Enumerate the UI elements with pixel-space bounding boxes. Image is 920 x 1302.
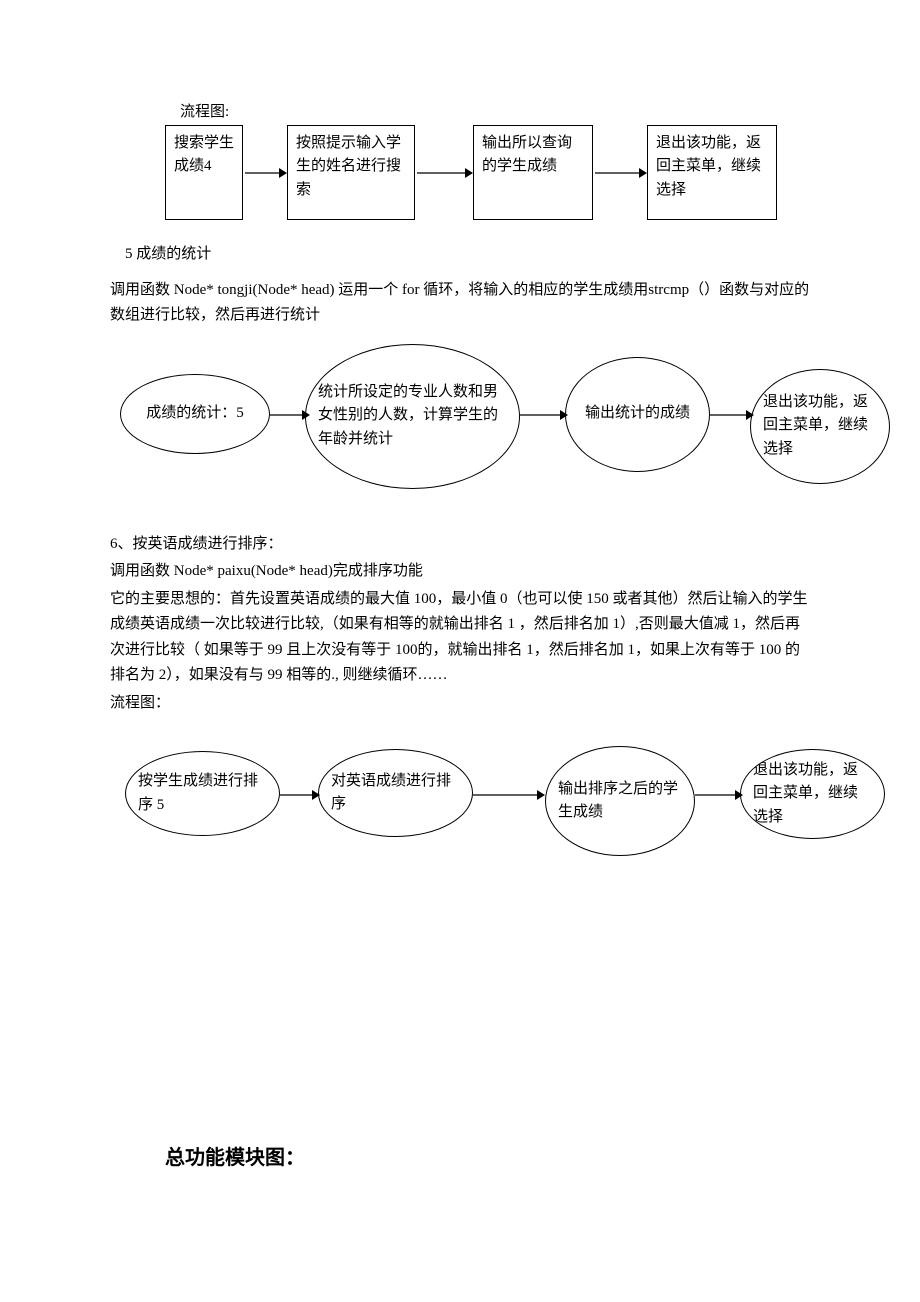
ellipse-6-2-text: 对英语成绩进行排序 bbox=[319, 770, 472, 817]
section6-line1: 调用函数 Node* paixu(Node* head)完成排序功能 bbox=[110, 559, 810, 585]
arrow bbox=[415, 163, 473, 183]
ellipse-5-2-text: 统计所设定的专业人数和男女性别的人数，计算学生的年龄并统计 bbox=[306, 381, 519, 451]
arrow bbox=[710, 405, 754, 430]
flow-box-3: 输出所以查询的学生成绩 bbox=[473, 125, 593, 220]
section6-line3: 流程图： bbox=[110, 691, 810, 717]
flow-box-2-text: 按照提示输入学生的姓名进行搜索 bbox=[296, 132, 406, 202]
ellipse-6-3: 输出排序之后的学生成绩 bbox=[545, 746, 695, 856]
ellipse-5-1: 成绩的统计：5 bbox=[120, 374, 270, 454]
ellipse-5-2: 统计所设定的专业人数和男女性别的人数，计算学生的年龄并统计 bbox=[305, 344, 520, 489]
ellipse-6-2: 对英语成绩进行排序 bbox=[318, 749, 473, 837]
flow-box-1-text: 搜索学生成绩4 bbox=[174, 132, 234, 179]
ellipse-5-4: 退出该功能，返回主菜单，继续选择 bbox=[750, 369, 890, 484]
ellipse-5-3-text: 输出统计的成绩 bbox=[573, 402, 702, 425]
section6-line2: 它的主要思想的：首先设置英语成绩的最大值 100，最小值 0（也可以使 150 … bbox=[110, 587, 810, 689]
flow-box-4: 退出该功能，返回主菜单，继续选择 bbox=[647, 125, 777, 220]
ellipse-6-4: 退出该功能，返回主菜单，继续选择 bbox=[740, 749, 885, 839]
flowchart-label: 流程图: bbox=[180, 100, 810, 121]
ellipse-6-1-text: 按学生成绩进行排序 5 bbox=[126, 770, 279, 817]
arrow bbox=[243, 163, 287, 183]
arrow bbox=[593, 163, 647, 183]
flow-box-4-text: 退出该功能，返回主菜单，继续选择 bbox=[656, 132, 768, 202]
flow-box-2: 按照提示输入学生的姓名进行搜索 bbox=[287, 125, 415, 220]
section5-title: 5 成绩的统计 bbox=[110, 242, 810, 268]
flowchart-6: 按学生成绩进行排序 5 对英语成绩进行排序 输出排序之后的学生成绩 退出该功能，… bbox=[110, 741, 870, 881]
ellipse-6-1: 按学生成绩进行排序 5 bbox=[125, 751, 280, 836]
arrow bbox=[695, 785, 743, 810]
ellipse-5-3: 输出统计的成绩 bbox=[565, 357, 710, 472]
section6-title: 6、按英语成绩进行排序： bbox=[110, 532, 810, 558]
arrow bbox=[270, 405, 310, 430]
arrow bbox=[520, 405, 568, 430]
main-module-heading: 总功能模块图： bbox=[165, 1141, 810, 1170]
flow-box-3-text: 输出所以查询的学生成绩 bbox=[482, 132, 584, 179]
section5-desc: 调用函数 Node* tongji(Node* head) 运用一个 for 循… bbox=[110, 278, 810, 329]
ellipse-5-1-text: 成绩的统计：5 bbox=[134, 402, 256, 425]
flowchart-4: 搜索学生成绩4 按照提示输入学生的姓名进行搜索 输出所以查询的学生成绩 退出该功… bbox=[165, 125, 810, 220]
ellipse-5-4-text: 退出该功能，返回主菜单，继续选择 bbox=[751, 391, 889, 461]
ellipse-6-3-text: 输出排序之后的学生成绩 bbox=[546, 778, 694, 825]
ellipse-6-4-text: 退出该功能，返回主菜单，继续选择 bbox=[741, 759, 884, 829]
arrow bbox=[280, 785, 320, 810]
arrow bbox=[473, 785, 545, 810]
flow-box-1: 搜索学生成绩4 bbox=[165, 125, 243, 220]
flowchart-5: 成绩的统计：5 统计所设定的专业人数和男女性别的人数，计算学生的年龄并统计 输出… bbox=[110, 339, 870, 514]
